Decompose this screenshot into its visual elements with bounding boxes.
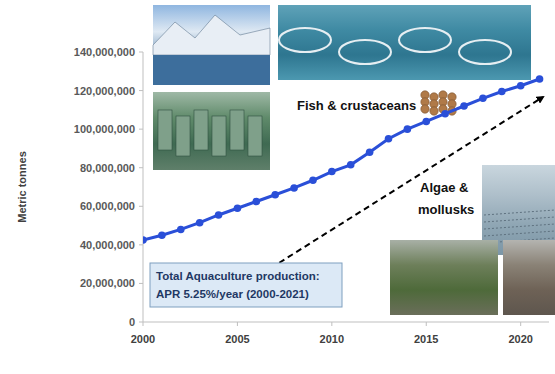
y-tick-label: 100,000,000 [74,123,135,135]
photo-fjord [153,5,270,85]
data-point [271,191,279,199]
photo-pond [158,110,172,150]
y-axis-label: Metric tonnes [16,151,28,223]
photo-cage [459,40,511,64]
data-point [536,75,544,83]
y-tick [139,244,143,245]
photo-pellet [421,105,429,113]
photo-pond [212,116,226,156]
photo-line [484,224,555,229]
y-tick-label: 0 [129,316,135,328]
photo-pond [230,110,244,150]
photo-cage [339,40,391,64]
annotation-line: Algae & [420,180,468,195]
x-tick-label: 2015 [414,333,438,345]
photo-ponds [153,92,270,170]
x-tick-label: 2020 [508,333,532,345]
photo-water [153,55,270,85]
note-text: APR 5.25%/year (2000-2021) [156,288,309,300]
photo-harvest [390,240,498,315]
y-tick [139,90,143,91]
photo-line [484,231,555,236]
photo-cage [399,28,451,52]
photo-pond [176,116,190,156]
data-point [385,135,393,143]
data-point [404,125,412,133]
data-point [517,82,525,90]
series-line [143,79,540,240]
y-tick [139,283,143,284]
data-point [328,168,336,176]
x-tick [426,322,427,326]
x-tick [237,322,238,326]
data-point [347,161,355,169]
data-point [479,94,487,102]
y-tick [139,52,143,53]
axes: 0 20,000,000 40,000,000 60,000,000 80,000,00… [74,46,549,345]
data-point [196,219,204,227]
x-tick-label: 2005 [225,333,249,345]
y-tick-label: 40,000,000 [80,239,135,251]
y-tick-label: 140,000,000 [74,46,135,58]
chart: 0 20,000,000 40,000,000 60,000,000 80,000,00… [0,0,555,374]
y-tick [139,167,143,168]
data-point [290,184,298,192]
photo-mudflat [503,240,555,315]
y-axis-line [143,52,144,322]
data-point [143,236,147,244]
y-tick-label: 20,000,000 [80,277,135,289]
y-tick [139,206,143,207]
series [143,75,543,244]
photo-pond [248,116,262,156]
photo-mountains [153,15,270,55]
x-tick-label: 2000 [131,333,155,345]
photo-line [484,210,555,215]
data-point [253,198,261,206]
x-axis-line [143,322,549,323]
data-point [215,211,223,219]
y-tick-label: 80,000,000 [80,162,135,174]
photo-line [484,217,555,222]
photo-pellet [430,107,438,115]
note-box [150,263,342,307]
data-point [309,176,317,184]
y-tick [139,322,143,323]
data-point [441,110,449,118]
x-tick [331,322,332,326]
photo-cage [279,28,331,52]
y-tick-label: 60,000,000 [80,200,135,212]
data-point [460,102,468,110]
y-tick-label: 120,000,000 [74,85,135,97]
y-tick [139,129,143,130]
photo-cages [278,5,531,80]
x-tick-label: 2010 [320,333,344,345]
photo-pond [194,110,208,150]
annotation: Fish & crustaceans [297,98,416,113]
data-point [422,118,430,126]
annotation: Algae & mollusks [418,180,474,217]
x-tick [520,322,521,326]
annotation-line: mollusks [418,202,474,217]
data-point [234,204,242,212]
data-point [366,148,374,156]
data-point [177,226,185,234]
data-point [158,231,166,239]
note-text: Total Aquaculture production: [156,270,320,282]
x-tick [143,322,144,326]
data-point [498,88,506,96]
